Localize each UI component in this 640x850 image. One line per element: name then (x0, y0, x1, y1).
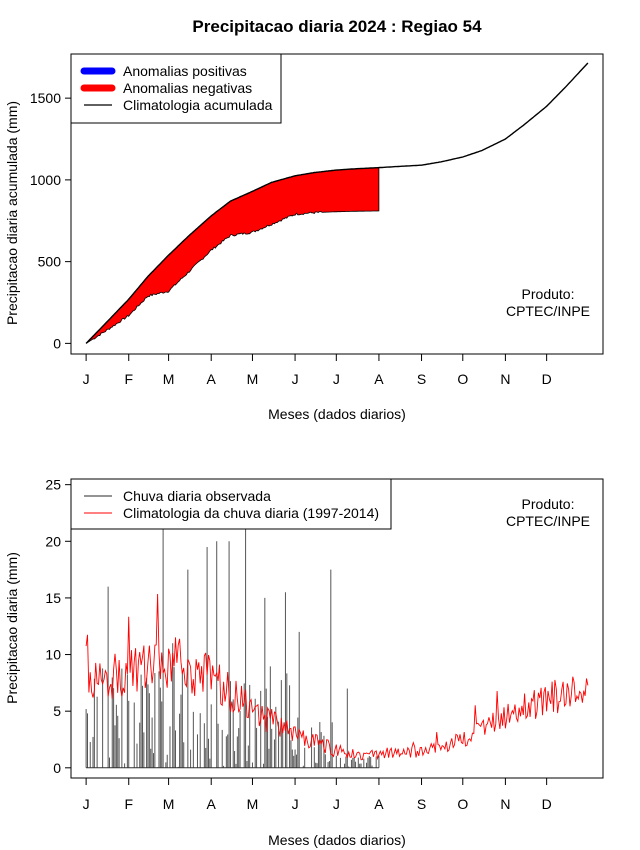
product-label-2: Produto: (522, 496, 575, 512)
y-tick-label: 1500 (30, 90, 61, 106)
daily-legend-box (70, 478, 392, 530)
y-tick-label: 20 (45, 533, 61, 549)
legend-negative-label: Anomalias negativas (123, 80, 252, 96)
x-tick-label: S (417, 371, 426, 387)
x-tick-label: O (457, 371, 468, 387)
x-tick-label: F (124, 371, 133, 387)
cumulative-plot-frame (70, 53, 604, 355)
x-tick-label: M (163, 796, 175, 812)
y-tick-label: 5 (53, 703, 61, 719)
y-tick-label: 0 (53, 335, 61, 351)
x-tick-label: M (163, 371, 175, 387)
y-tick-label: 15 (45, 590, 61, 606)
x-tick-label: A (207, 371, 217, 387)
cumulative-x-label: Meses (dados diarios) (268, 406, 406, 422)
x-tick-label: J (83, 796, 90, 812)
x-tick-label: D (542, 371, 552, 387)
x-tick-label: S (417, 796, 426, 812)
x-tick-label: O (457, 796, 468, 812)
x-tick-label: N (500, 371, 510, 387)
x-tick-label: J (333, 796, 340, 812)
x-tick-label: A (207, 796, 217, 812)
x-tick-label: M (247, 371, 259, 387)
daily-y-axis: 0 5 10 15 20 25 (45, 477, 71, 776)
y-tick-label: 1000 (30, 172, 61, 188)
x-tick-label: D (542, 796, 552, 812)
climatology-daily-line (85, 593, 589, 761)
x-tick-label: J (83, 371, 90, 387)
legend-observed-label: Chuva diaria observada (123, 488, 271, 504)
x-tick-label: F (124, 796, 133, 812)
x-tick-label: J (292, 796, 299, 812)
climatology-cumulative-line (85, 62, 589, 344)
x-tick-label: N (500, 796, 510, 812)
cumulative-y-label: Precipitacao diaria acumulada (mm) (4, 101, 20, 325)
legend-clim-daily-label: Climatologia da chuva diaria (1997-2014) (123, 505, 379, 521)
y-tick-label: 500 (38, 254, 62, 270)
y-tick-label: 10 (45, 647, 61, 663)
daily-legend: Chuva diaria observada Climatologia da c… (70, 478, 392, 530)
legend-positive-label: Anomalias positivas (123, 63, 247, 79)
x-tick-label: J (292, 371, 299, 387)
cumulative-legend: Anomalias positivas Anomalias negativas … (70, 53, 282, 124)
x-tick-label: M (247, 796, 259, 812)
product-label: Produto: (522, 286, 575, 302)
cumulative-y-axis: 0 500 1000 1500 (30, 90, 71, 351)
y-tick-label: 25 (45, 477, 61, 493)
chart-title: Precipitacao diaria 2024 : Regiao 54 (192, 17, 482, 36)
product-source-2: CPTEC/INPE (506, 513, 590, 529)
x-tick-label: A (374, 371, 384, 387)
legend-climatology-label: Climatologia acumulada (123, 97, 273, 113)
y-tick-label: 0 (53, 760, 61, 776)
x-tick-label: A (374, 796, 384, 812)
negative-anomaly-area (85, 167, 380, 344)
daily-panel: 0 5 10 15 20 25 J F M A M J J A S O N D Meses (dados dia… (4, 477, 604, 848)
cumulative-panel: 0 500 1000 1500 J F M A M J J A S O N D Meses (dados d… (4, 53, 604, 422)
product-source: CPTEC/INPE (506, 303, 590, 319)
daily-y-label: Precipitacao diaria (mm) (4, 552, 20, 704)
daily-x-label: Meses (dados diarios) (268, 832, 406, 848)
x-tick-label: J (333, 371, 340, 387)
